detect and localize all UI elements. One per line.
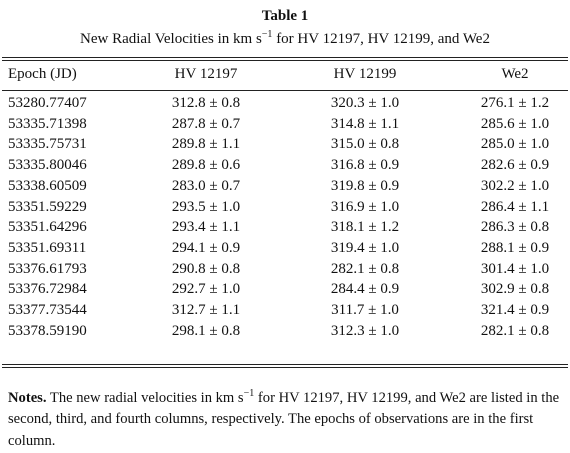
- velocity-cell: 311.7 ± 1.0: [331, 302, 399, 318]
- velocity-cell: 282.1 ± 0.8: [480, 322, 550, 339]
- velocity-cell: 287.8 ± 0.7: [171, 115, 241, 132]
- notes-label: Notes.: [8, 389, 47, 406]
- velocity-cell: 289.8 ± 0.6: [171, 157, 241, 174]
- velocity-cell: 283.0 ± 0.7: [171, 177, 241, 194]
- epoch-cell: 53351.69311: [8, 239, 87, 256]
- velocity-cell: 290.8 ± 0.8: [171, 260, 241, 277]
- epoch-cell: 53351.59229: [8, 198, 87, 215]
- velocity-cell: 293.5 ± 1.0: [171, 198, 241, 215]
- velocity-cell: 302.9 ± 0.8: [480, 281, 550, 298]
- bottom-rule: [2, 364, 568, 365]
- velocity-cell: 312.7 ± 1.1: [171, 302, 241, 318]
- velocity-cell: 288.1 ± 0.9: [480, 239, 550, 256]
- epoch-cell: 53351.64296: [8, 219, 87, 236]
- epoch-cell: 53376.61793: [8, 260, 87, 277]
- velocity-cell: 312.8 ± 0.8: [171, 95, 241, 111]
- notes-text: for HV 12197, HV 12199, and We2 are list…: [8, 389, 560, 449]
- velocity-cell: 319.8 ± 0.9: [330, 177, 400, 194]
- velocity-cell: 318.1 ± 1.2: [330, 219, 400, 236]
- column-header: HV 12197: [174, 66, 238, 82]
- notes: Notes. The new radial velocities in km s…: [8, 383, 564, 452]
- velocity-cell: 282.1 ± 0.8: [330, 260, 400, 277]
- velocity-cell: 298.1 ± 0.8: [171, 322, 241, 339]
- velocity-cell: 319.4 ± 1.0: [330, 239, 400, 256]
- velocity-cell: 286.4 ± 1.1: [480, 198, 550, 215]
- velocity-cell: 320.3 ± 1.0: [330, 95, 400, 111]
- caption-text: for HV 12197, HV 12199, and We2: [272, 31, 490, 47]
- epoch-cell: 53376.72984: [8, 281, 87, 298]
- velocity-cell: 282.6 ± 0.9: [480, 157, 550, 174]
- caption-text: New Radial Velocities in km s: [80, 31, 262, 47]
- header-rule: [2, 90, 568, 91]
- epoch-cell: 53335.75731: [8, 136, 87, 153]
- velocity-cell: 312.3 ± 1.0: [330, 322, 400, 339]
- velocity-cell: 293.4 ± 1.1: [171, 219, 241, 236]
- velocity-cell: 314.8 ± 1.1: [330, 115, 400, 132]
- column-header: Epoch (JD): [8, 66, 77, 82]
- velocity-cell: 285.0 ± 1.0: [480, 136, 550, 153]
- velocity-cell: 316.9 ± 1.0: [330, 198, 400, 215]
- velocity-cell: 294.1 ± 0.9: [171, 239, 241, 256]
- epoch-cell: 53378.59190: [8, 322, 87, 339]
- velocity-cell: 286.3 ± 0.8: [480, 219, 550, 236]
- velocity-cell: 289.8 ± 1.1: [171, 136, 241, 153]
- table-caption: New Radial Velocities in km s−1 for HV 1…: [0, 29, 570, 48]
- top-rule: [2, 60, 568, 61]
- column-header: We2: [501, 66, 529, 82]
- velocity-cell: 301.4 ± 1.0: [480, 260, 550, 277]
- velocity-cell: 315.0 ± 0.8: [330, 136, 400, 153]
- velocity-cell: 285.6 ± 1.0: [480, 115, 550, 132]
- caption-superscript: −1: [261, 29, 273, 40]
- bottom-rule: [2, 367, 568, 368]
- epoch-cell: 53335.80046: [8, 157, 87, 174]
- column-header: HV 12199: [333, 66, 397, 82]
- table-title: Table 1: [261, 8, 309, 24]
- velocity-cell: 316.8 ± 0.9: [330, 157, 400, 174]
- epoch-cell: 53335.71398: [8, 115, 87, 132]
- notes-superscript: −1: [243, 388, 255, 399]
- epoch-cell: 53338.60509: [8, 177, 87, 194]
- velocity-cell: 292.7 ± 1.0: [171, 281, 241, 298]
- top-rule: [2, 57, 568, 58]
- velocity-cell: 302.2 ± 1.0: [480, 177, 550, 194]
- velocity-cell: 284.4 ± 0.9: [330, 281, 400, 298]
- epoch-cell: 53280.77407: [8, 95, 87, 111]
- velocity-cell: 321.4 ± 0.9: [480, 302, 550, 318]
- epoch-cell: 53377.73544: [8, 302, 87, 318]
- velocity-cell: 276.1 ± 1.2: [480, 95, 550, 111]
- notes-text: The new radial velocities in km s: [46, 389, 244, 406]
